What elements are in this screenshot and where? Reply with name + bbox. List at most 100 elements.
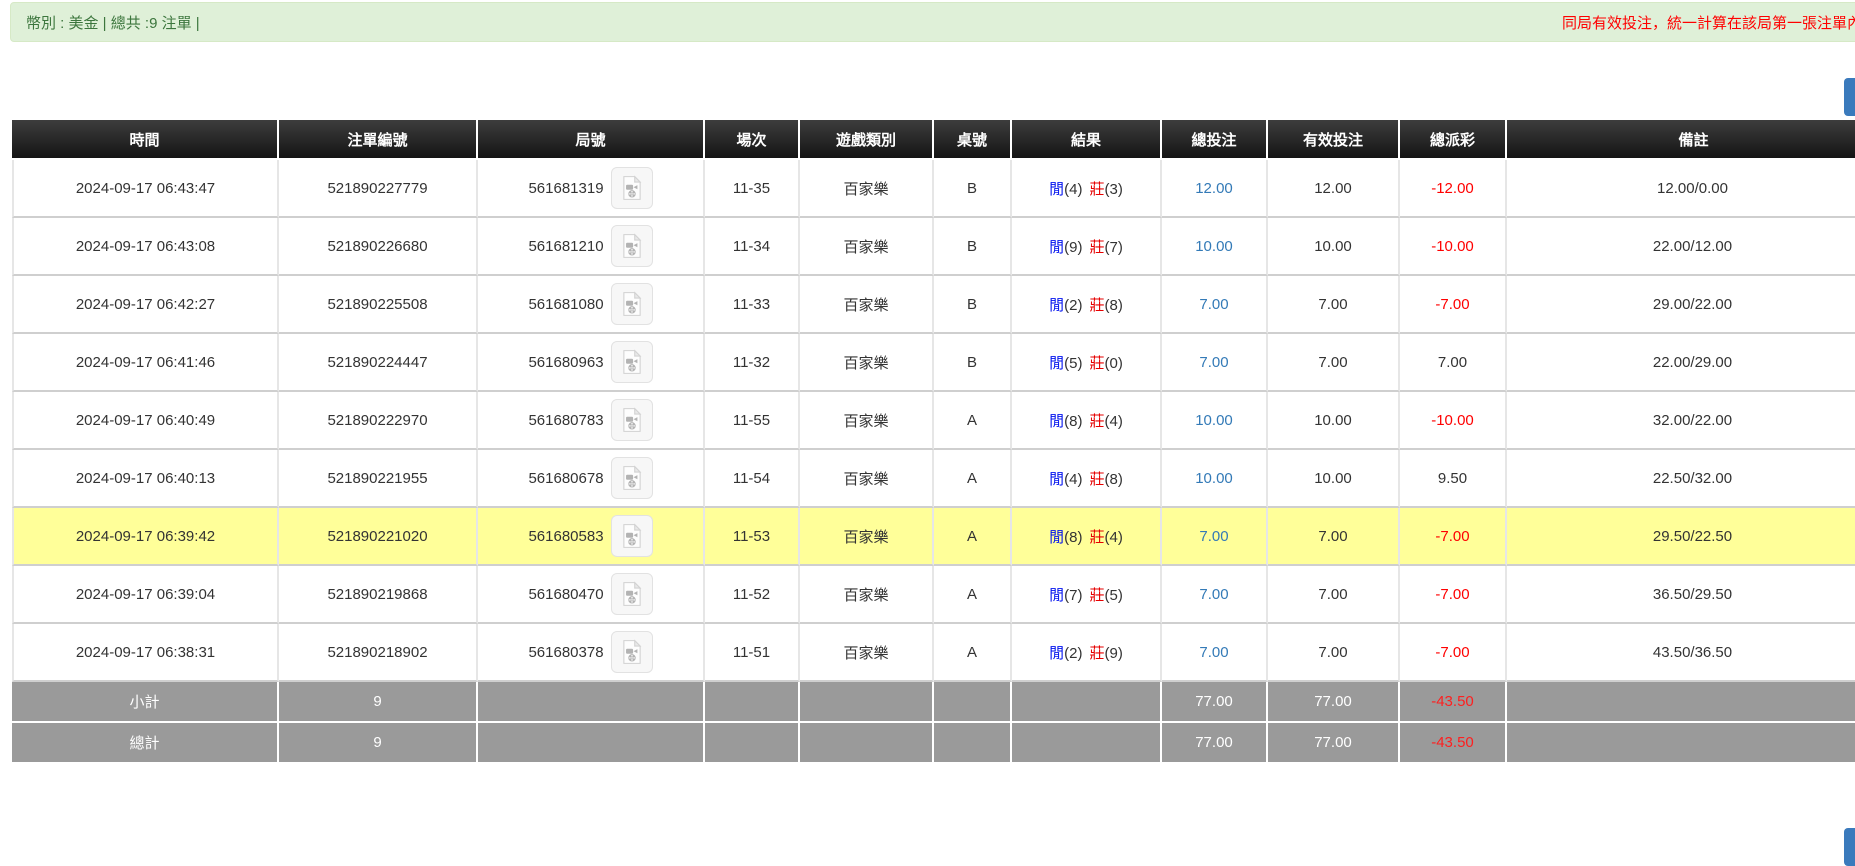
table-row: 2024-09-17 06:40:49 521890222970 5616807…: [12, 392, 1855, 450]
video-replay-button[interactable]: [610, 399, 653, 441]
round-id: 561681319: [528, 179, 604, 197]
round-cell: 561681210: [478, 218, 705, 276]
bet-time: 2024-09-17 06:40:13: [12, 450, 279, 508]
bet-id: 521890224447: [279, 334, 478, 392]
player-points: (4): [1064, 180, 1083, 198]
total-bet-link[interactable]: 12.00: [1195, 179, 1233, 197]
total-row: 總計 9 77.00 77.00 -43.50: [12, 723, 1855, 764]
game-type: 百家樂: [800, 392, 934, 450]
player-points: (7): [1064, 586, 1083, 604]
total-bet-link[interactable]: 7.00: [1199, 585, 1229, 603]
pager-button-bottom[interactable]: [1844, 828, 1855, 866]
bet-time: 2024-09-17 06:39:04: [12, 566, 279, 624]
table-no: B: [934, 276, 1012, 334]
header-game-type: 遊戲類別: [800, 120, 934, 160]
player-label: 閒: [1049, 528, 1065, 546]
total-bet-cell: 7.00: [1162, 334, 1268, 392]
total-bet-link[interactable]: 7.00: [1199, 353, 1229, 371]
player-label: 閒: [1049, 586, 1065, 604]
table-no: B: [934, 334, 1012, 392]
player-points: (2): [1064, 644, 1083, 662]
valid-bet: 7.00: [1268, 508, 1400, 566]
game-type: 百家樂: [800, 450, 934, 508]
remark: 29.50/22.50: [1507, 508, 1855, 566]
bet-records-table: 時間 注單編號 局號 場次 遊戲類別 桌號 結果 總投注 有效投注 總派彩 備註…: [12, 120, 1855, 764]
player-points: (8): [1064, 528, 1083, 546]
remark: 22.50/32.00: [1507, 450, 1855, 508]
bet-time: 2024-09-17 06:40:49: [12, 392, 279, 450]
player-label: 閒: [1049, 644, 1065, 662]
banker-label: 莊: [1089, 586, 1105, 604]
total-label: 總計: [12, 723, 279, 764]
total-bet-link[interactable]: 10.00: [1195, 237, 1233, 255]
result-cell: 閒(2) 莊(8): [1012, 276, 1162, 334]
table-no: B: [934, 218, 1012, 276]
total-bet-link[interactable]: 7.00: [1199, 295, 1229, 313]
header-bet-id: 注單編號: [279, 120, 478, 160]
total-bet-cell: 10.00: [1162, 218, 1268, 276]
video-file-icon: [622, 465, 641, 490]
bet-id: 521890227779: [279, 160, 478, 218]
bet-id: 521890219868: [279, 566, 478, 624]
round-id: 561680378: [528, 643, 604, 661]
player-label: 閒: [1049, 470, 1065, 488]
video-file-icon: [622, 581, 641, 606]
round-cell: 561680583: [478, 508, 705, 566]
total-bet-link[interactable]: 7.00: [1199, 527, 1229, 545]
player-label: 閒: [1049, 238, 1065, 256]
total-bet-cell: 10.00: [1162, 450, 1268, 508]
total-bet-cell: 7.00: [1162, 276, 1268, 334]
video-replay-button[interactable]: [610, 341, 653, 383]
header-payout: 總派彩: [1400, 120, 1507, 160]
video-replay-button[interactable]: [610, 457, 653, 499]
valid-bet: 10.00: [1268, 218, 1400, 276]
result-cell: 閒(8) 莊(4): [1012, 392, 1162, 450]
session: 11-52: [705, 566, 800, 624]
video-replay-button[interactable]: [610, 283, 653, 325]
video-file-icon: [622, 523, 641, 548]
result-cell: 閒(9) 莊(7): [1012, 218, 1162, 276]
pager-button-top[interactable]: [1844, 78, 1855, 116]
bet-id: 521890226680: [279, 218, 478, 276]
table-no: B: [934, 160, 1012, 218]
session: 11-32: [705, 334, 800, 392]
banker-points: (3): [1104, 180, 1123, 198]
bet-id: 521890218902: [279, 624, 478, 682]
subtotal-label: 小計: [12, 682, 279, 723]
total-bet-link[interactable]: 10.00: [1195, 469, 1233, 487]
table-no: A: [934, 566, 1012, 624]
table-row: 2024-09-17 06:41:46 521890224447 5616809…: [12, 334, 1855, 392]
table-row: 2024-09-17 06:38:31 521890218902 5616803…: [12, 624, 1855, 682]
round-id: 561681080: [528, 295, 604, 313]
game-type: 百家樂: [800, 160, 934, 218]
video-replay-button[interactable]: [610, 225, 653, 267]
banker-label: 莊: [1089, 528, 1105, 546]
game-type: 百家樂: [800, 334, 934, 392]
subtotal-payout: -43.50: [1400, 682, 1507, 723]
round-id: 561680678: [528, 469, 604, 487]
video-replay-button[interactable]: [610, 573, 653, 615]
valid-bet: 7.00: [1268, 276, 1400, 334]
total-bet-link[interactable]: 10.00: [1195, 411, 1233, 429]
player-points: (2): [1064, 296, 1083, 314]
player-points: (5): [1064, 354, 1083, 372]
video-replay-button[interactable]: [610, 631, 653, 673]
player-label: 閒: [1049, 296, 1065, 314]
banker-points: (9): [1104, 644, 1123, 662]
remark: 29.00/22.00: [1507, 276, 1855, 334]
session: 11-54: [705, 450, 800, 508]
table-no: A: [934, 508, 1012, 566]
game-type: 百家樂: [800, 624, 934, 682]
total-bet-link[interactable]: 7.00: [1199, 643, 1229, 661]
player-label: 閒: [1049, 180, 1065, 198]
result-cell: 閒(2) 莊(9): [1012, 624, 1162, 682]
video-replay-button[interactable]: [610, 167, 653, 209]
total-bet-cell: 7.00: [1162, 624, 1268, 682]
result-cell: 閒(4) 莊(3): [1012, 160, 1162, 218]
game-type: 百家樂: [800, 508, 934, 566]
table-no: A: [934, 450, 1012, 508]
game-type: 百家樂: [800, 218, 934, 276]
video-replay-button[interactable]: [610, 515, 653, 557]
header-round-id: 局號: [478, 120, 705, 160]
banker-points: (8): [1104, 470, 1123, 488]
